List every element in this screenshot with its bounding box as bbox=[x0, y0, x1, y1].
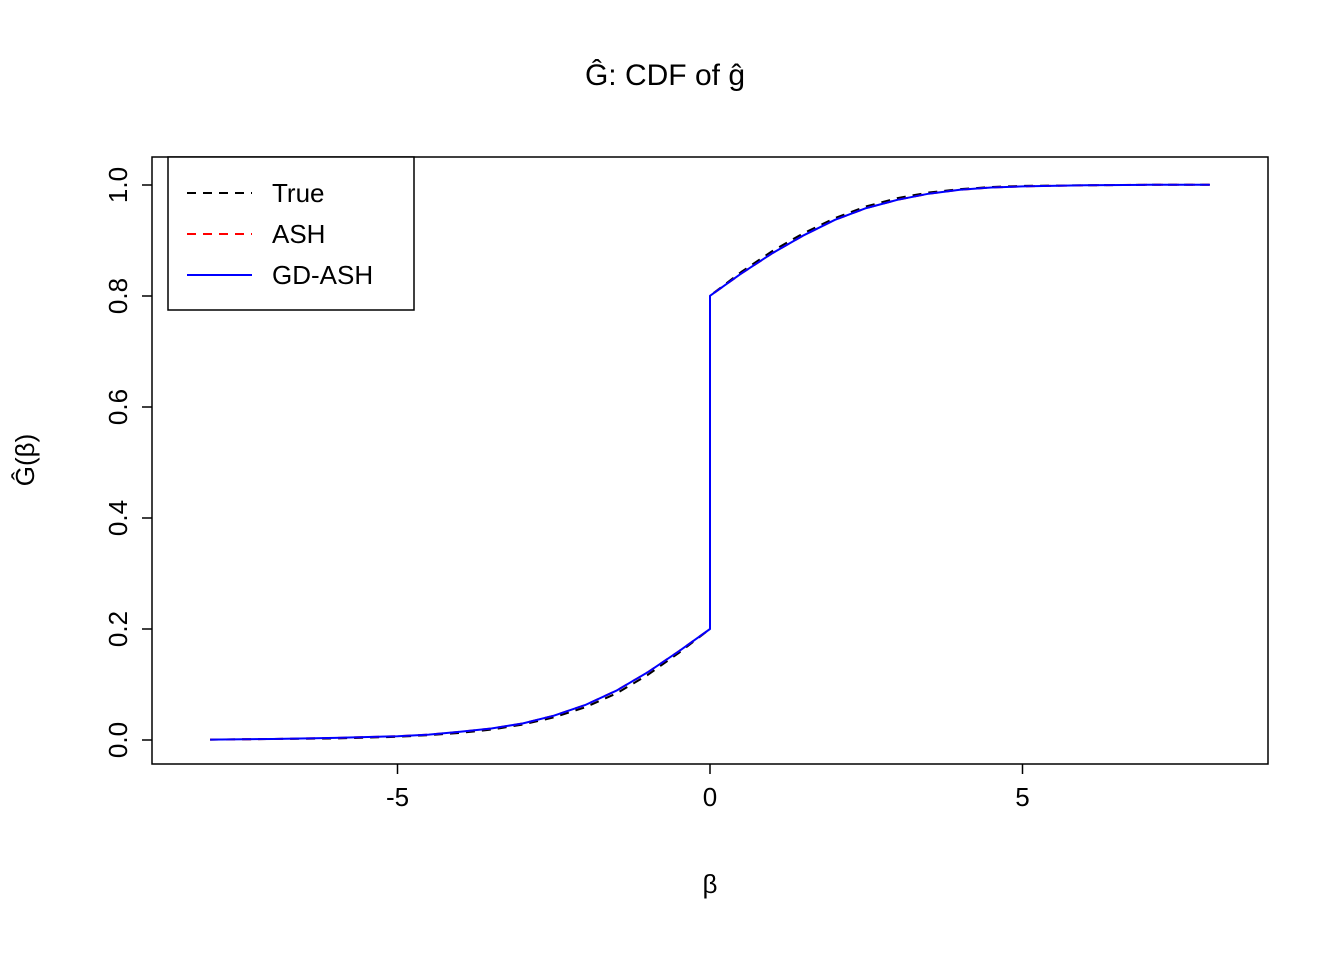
legend: True ASH GD-ASH bbox=[167, 156, 415, 311]
x-tick-label: 0 bbox=[703, 782, 717, 812]
x-tick-label: -5 bbox=[386, 782, 409, 812]
y-tick-label: 0.0 bbox=[103, 722, 133, 758]
y-axis-label: Ĝ(β) bbox=[10, 434, 40, 487]
x-axis-ticks bbox=[396, 764, 1024, 774]
series-group bbox=[210, 183, 1210, 741]
x-axis-tick-labels: -5 0 5 bbox=[386, 782, 1030, 812]
legend-label-true: True bbox=[272, 178, 325, 208]
plot-title: Ĝ: CDF of ĝ bbox=[585, 58, 745, 92]
y-axis-ticks bbox=[142, 184, 152, 741]
legend-label-ash: ASH bbox=[272, 219, 325, 249]
y-tick-label: 0.6 bbox=[103, 389, 133, 425]
y-tick-label: 1.0 bbox=[103, 167, 133, 203]
y-tick-label: 0.4 bbox=[103, 500, 133, 536]
legend-label-gd-ash: GD-ASH bbox=[272, 260, 373, 290]
y-axis-tick-labels: 0.0 0.2 0.4 0.6 0.8 1.0 bbox=[103, 167, 133, 758]
y-tick-label: 0.8 bbox=[103, 278, 133, 314]
x-tick-label: 5 bbox=[1015, 782, 1029, 812]
x-axis-label: β bbox=[703, 869, 718, 899]
y-tick-label: 0.2 bbox=[103, 611, 133, 647]
series-line-gd-ash bbox=[210, 183, 1210, 741]
